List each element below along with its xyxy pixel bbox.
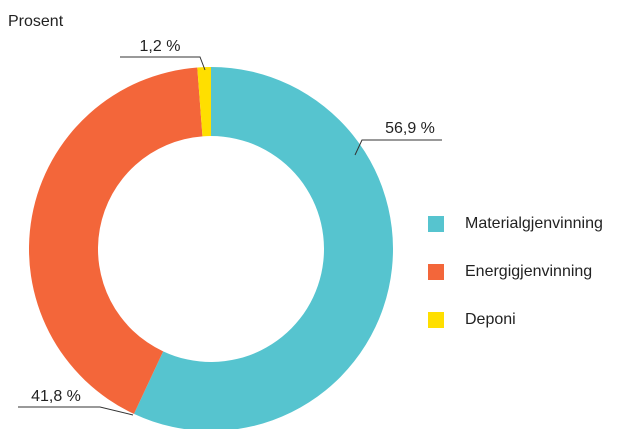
legend-label: Deponi [465, 311, 516, 328]
leader-line [354, 139, 442, 156]
donut-slice [197, 67, 211, 137]
leader-line [18, 406, 134, 416]
leader-line [120, 56, 206, 71]
legend-label: Energigjenvinning [465, 263, 592, 280]
data-label: 41,8 % [31, 388, 81, 405]
data-label: 1,2 % [140, 38, 181, 55]
legend-label: Materialgjenvinning [465, 215, 603, 232]
data-label: 56,9 % [385, 120, 435, 137]
donut-slice [133, 67, 394, 431]
donut-slice [28, 67, 203, 414]
legend-swatch [428, 312, 444, 328]
legend-swatch [428, 264, 444, 280]
legend-swatch [428, 216, 444, 232]
axis-label: Prosent [8, 13, 64, 30]
